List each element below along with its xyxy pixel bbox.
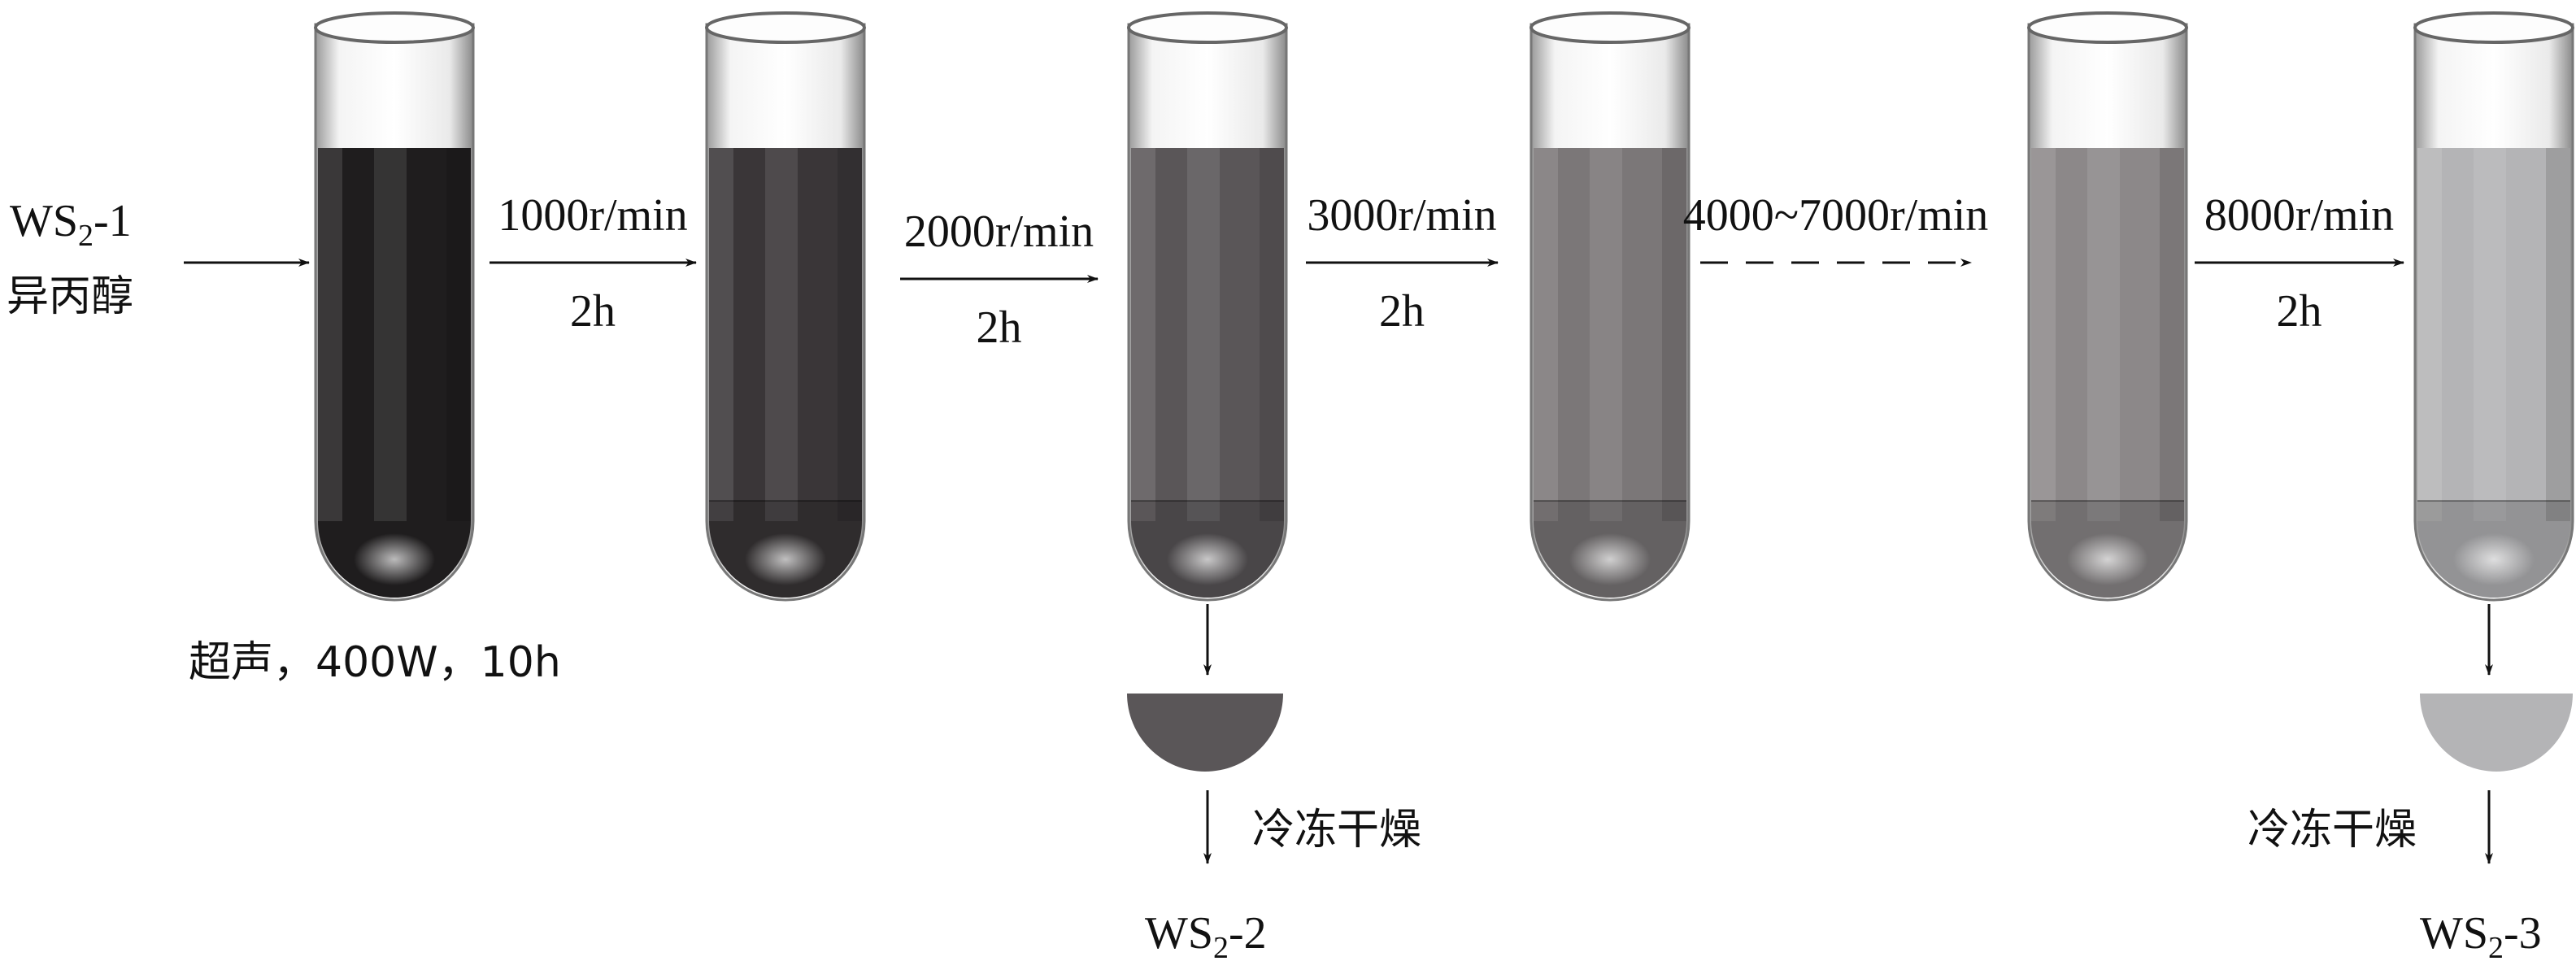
solvent-label: 异丙醇 [7, 272, 133, 321]
tube-liquid [709, 148, 862, 598]
sediment-dish [1127, 694, 1283, 772]
tube-rim [2027, 11, 2188, 44]
centrifuge-step: 2000r/min 2h [900, 207, 1099, 353]
sediment-dish [2420, 694, 2573, 772]
test-tube [2027, 11, 2188, 602]
test-tube [1127, 11, 1288, 602]
tube-rim [314, 11, 475, 44]
tube-shade [2417, 148, 2442, 521]
tube-highlight [354, 533, 435, 585]
tube-shade [709, 148, 733, 521]
freeze-dry-label: 冷冻干燥 [1252, 806, 1421, 854]
tube-shade [1187, 148, 1220, 521]
tube-shade [2160, 148, 2184, 521]
tube-shade [765, 148, 798, 521]
test-tube [2413, 11, 2574, 602]
tube-highlight [1167, 533, 1248, 585]
tube-liquid [318, 148, 471, 598]
centrifuge-step: 3000r/min 2h [1306, 190, 1499, 337]
test-tube [705, 11, 866, 602]
time-label: 2h [977, 302, 1022, 353]
tube-liquid [2417, 148, 2570, 598]
speed-label: 4000~7000r/min [1683, 190, 1989, 241]
tube-shade [1590, 148, 1622, 521]
tube-highlight [1569, 533, 1651, 585]
tube-rim [2413, 11, 2574, 44]
tube-shade [2474, 148, 2506, 521]
freeze-dry-label: 冷冻干燥 [2247, 806, 2417, 854]
tube-highlight [745, 533, 826, 585]
tube-highlight [2453, 533, 2535, 585]
tube-shade [1131, 148, 1155, 521]
output-label: WS2-2 [1145, 908, 1267, 965]
speed-label: 8000r/min [2204, 190, 2394, 241]
tube-liquid [2031, 148, 2184, 598]
tube-shade [1260, 148, 1284, 521]
tube-liquid [1534, 148, 1686, 598]
tube-shade [838, 148, 862, 521]
output-label: WS2-3 [2420, 908, 2542, 965]
tube-shade [2546, 148, 2570, 521]
test-tube [1530, 11, 1690, 602]
tube-liquid [1131, 148, 1284, 598]
tube-shade [1662, 148, 1686, 521]
tube-shade [318, 148, 342, 521]
sonication-label: 超声，400W，10h [189, 638, 561, 687]
output-branch-ws2-3: 冷冻干燥 WS2-3 [2247, 604, 2573, 965]
speed-label: 3000r/min [1307, 190, 1496, 241]
time-label: 2h [2277, 286, 2322, 337]
speed-label: 2000r/min [904, 207, 1094, 257]
centrifuge-step: 4000~7000r/min [1683, 190, 1989, 267]
tube-rim [1127, 11, 1288, 44]
output-branch-ws2-2: 冷冻干燥 WS2-2 [1127, 604, 1421, 965]
speed-label: 1000r/min [498, 190, 687, 241]
tube-shade [2087, 148, 2120, 521]
tube-shade [374, 148, 407, 521]
test-tube [314, 11, 475, 602]
tube-shade [1534, 148, 1558, 521]
tube-rim [705, 11, 866, 44]
time-label: 2h [1379, 286, 1425, 337]
tube-rim [1530, 11, 1690, 44]
centrifuge-step: 8000r/min 2h [2195, 190, 2404, 337]
tube-shade [2031, 148, 2056, 521]
tube-highlight [2067, 533, 2148, 585]
centrifuge-step: 1000r/min 2h [490, 190, 697, 337]
tube-shade [446, 148, 471, 521]
input-label: WS2-1 [10, 196, 132, 253]
time-label: 2h [570, 286, 616, 337]
